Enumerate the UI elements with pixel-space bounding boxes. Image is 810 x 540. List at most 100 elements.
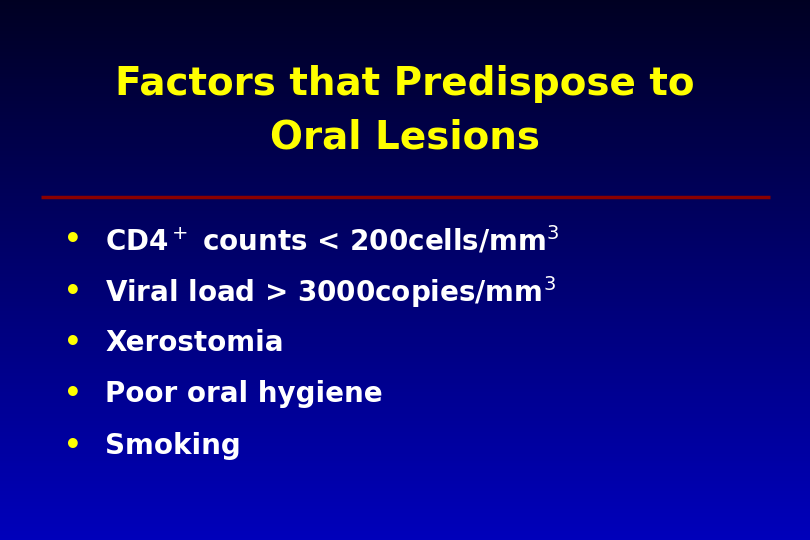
- Bar: [0, 268, 810, 270]
- Bar: [0, 255, 810, 258]
- Bar: [0, 405, 810, 407]
- Bar: [0, 38, 810, 39]
- Bar: [0, 288, 810, 290]
- Bar: [0, 290, 810, 292]
- Bar: [0, 65, 810, 66]
- Bar: [0, 383, 810, 385]
- Bar: [0, 81, 810, 83]
- Bar: [0, 239, 810, 241]
- Bar: [0, 331, 810, 333]
- Bar: [0, 214, 810, 216]
- Bar: [0, 374, 810, 376]
- Bar: [0, 36, 810, 38]
- Bar: [0, 470, 810, 471]
- Bar: [0, 252, 810, 254]
- Bar: [0, 525, 810, 528]
- Bar: [0, 366, 810, 367]
- Bar: [0, 27, 810, 29]
- Bar: [0, 69, 810, 70]
- Bar: [0, 450, 810, 452]
- Bar: [0, 144, 810, 146]
- Bar: [0, 232, 810, 234]
- Bar: [0, 428, 810, 430]
- Bar: [0, 302, 810, 304]
- Bar: [0, 32, 810, 34]
- Bar: [0, 452, 810, 454]
- Bar: [0, 120, 810, 123]
- Bar: [0, 228, 810, 231]
- Bar: [0, 448, 810, 450]
- Bar: [0, 457, 810, 459]
- Bar: [0, 309, 810, 312]
- Bar: [0, 421, 810, 423]
- Bar: [0, 385, 810, 387]
- Bar: [0, 254, 810, 255]
- Bar: [0, 261, 810, 263]
- Bar: [0, 160, 810, 162]
- Bar: [0, 444, 810, 447]
- Bar: [0, 436, 810, 437]
- Bar: [0, 92, 810, 93]
- Bar: [0, 498, 810, 501]
- Bar: [0, 322, 810, 324]
- Bar: [0, 5, 810, 7]
- Bar: [0, 378, 810, 380]
- Text: Oral Lesions: Oral Lesions: [270, 119, 540, 157]
- Bar: [0, 77, 810, 79]
- Bar: [0, 43, 810, 45]
- Bar: [0, 491, 810, 493]
- Bar: [0, 509, 810, 511]
- Bar: [0, 490, 810, 491]
- Bar: [0, 347, 810, 349]
- Bar: [0, 266, 810, 268]
- Bar: [0, 47, 810, 49]
- Bar: [0, 349, 810, 351]
- Bar: [0, 88, 810, 90]
- Bar: [0, 417, 810, 420]
- Bar: [0, 356, 810, 358]
- Text: •: •: [64, 329, 82, 357]
- Bar: [0, 42, 810, 43]
- Bar: [0, 455, 810, 457]
- Bar: [0, 231, 810, 232]
- Bar: [0, 15, 810, 16]
- Bar: [0, 220, 810, 221]
- Bar: [0, 393, 810, 394]
- Bar: [0, 61, 810, 63]
- Bar: [0, 362, 810, 363]
- Bar: [0, 162, 810, 164]
- Bar: [0, 93, 810, 96]
- Bar: [0, 218, 810, 220]
- Text: Smoking: Smoking: [105, 431, 241, 460]
- Bar: [0, 394, 810, 396]
- Bar: [0, 201, 810, 204]
- Bar: [0, 29, 810, 31]
- Bar: [0, 234, 810, 236]
- Bar: [0, 333, 810, 335]
- Bar: [0, 430, 810, 432]
- Bar: [0, 4, 810, 5]
- Bar: [0, 164, 810, 166]
- Bar: [0, 259, 810, 261]
- Bar: [0, 335, 810, 336]
- Bar: [0, 346, 810, 347]
- Bar: [0, 174, 810, 177]
- Bar: [0, 471, 810, 474]
- Bar: [0, 423, 810, 425]
- Bar: [0, 396, 810, 398]
- Bar: [0, 535, 810, 536]
- Bar: [0, 380, 810, 382]
- Bar: [0, 363, 810, 366]
- Bar: [0, 511, 810, 513]
- Text: Poor oral hygiene: Poor oral hygiene: [105, 380, 383, 408]
- Bar: [0, 70, 810, 72]
- Bar: [0, 193, 810, 194]
- Bar: [0, 12, 810, 15]
- Bar: [0, 11, 810, 12]
- Bar: [0, 520, 810, 522]
- Bar: [0, 353, 810, 355]
- Bar: [0, 112, 810, 113]
- Bar: [0, 110, 810, 112]
- Bar: [0, 258, 810, 259]
- Bar: [0, 461, 810, 463]
